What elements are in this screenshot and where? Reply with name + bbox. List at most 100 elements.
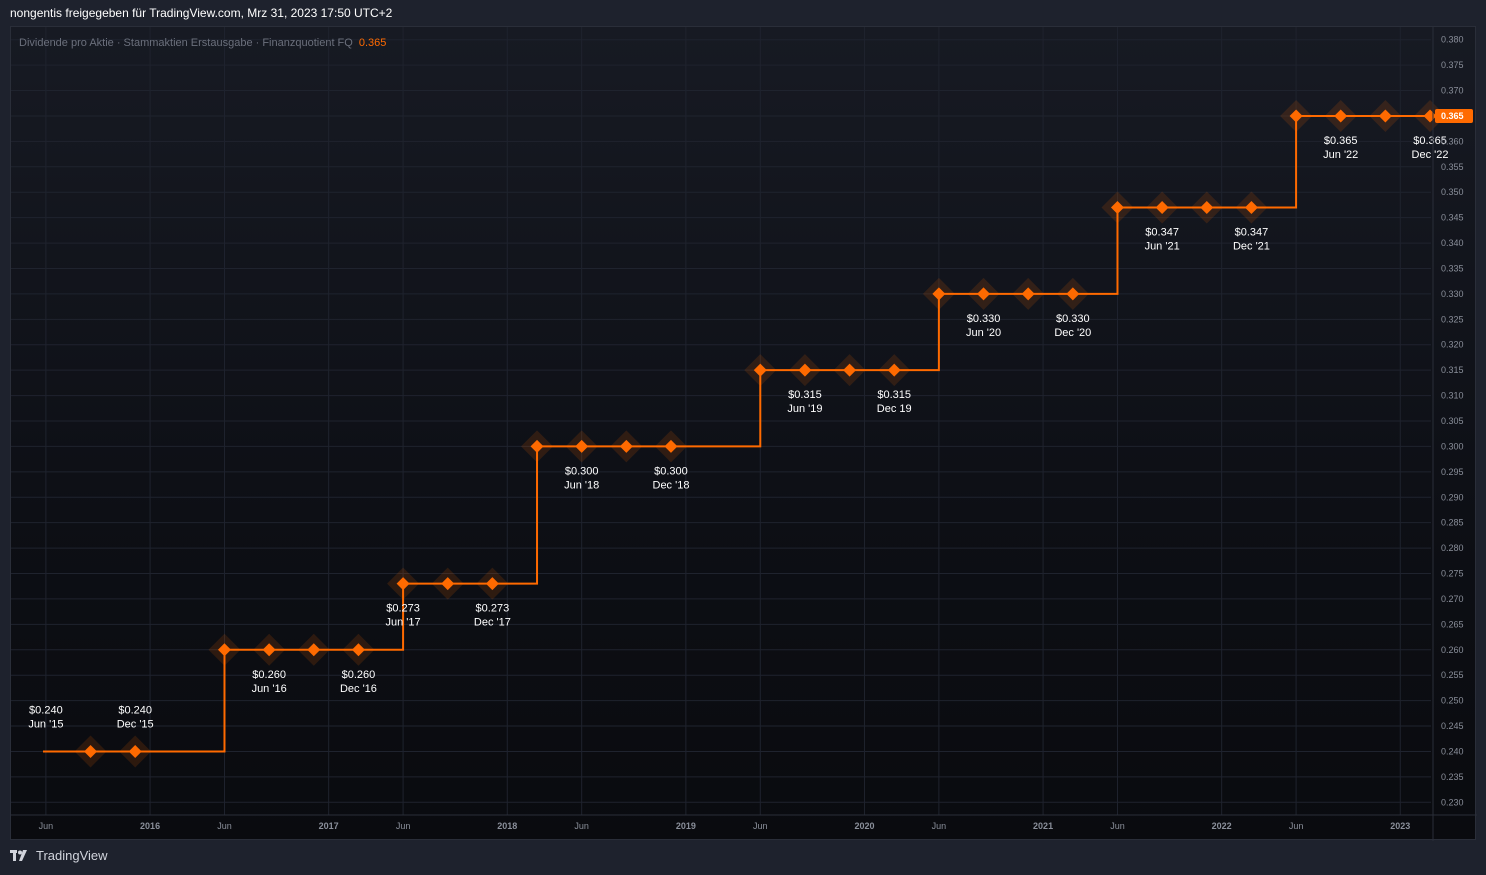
annotation-value: $0.300 [565,465,599,477]
annotation-date: Dec '20 [1054,327,1091,339]
data-point-marker [575,439,589,453]
axis-layer: 0.380 0.375 0.370 0.365 0.360 0.355 0.350 0.345… [11,27,1477,841]
data-point-marker [1200,200,1214,214]
data-point-marker [1244,200,1258,214]
x-tick-label: 2016 [140,821,160,831]
dividend-step-line [43,114,1431,753]
x-tick-label: Jun [217,821,232,831]
y-tick-label: 0.340 [1441,238,1464,248]
data-point-marker [1110,200,1124,214]
data-point-marker [619,439,633,453]
data-point-marker [307,643,321,657]
x-tick-label: 2017 [319,821,339,831]
data-point-marker [1378,109,1392,123]
data-point-marker [1066,287,1080,301]
y-tick-label: 0.295 [1441,467,1464,477]
data-point-marker [128,744,142,758]
data-point-marker [932,287,946,301]
data-point-marker [351,643,365,657]
y-tick-label: 0.285 [1441,518,1464,528]
last-value-badge [1435,108,1473,123]
annotation-value: $0.315 [788,389,822,401]
annotation-value: $0.260 [252,669,286,681]
data-point-marker [441,577,455,591]
y-tick-label: 0.280 [1441,543,1464,553]
tradingview-brand: TradingView [36,848,108,863]
annotation-date: Jun '20 [966,327,1001,339]
annotation-date: Jun '17 [386,617,421,629]
annotation-value: $0.260 [342,669,376,681]
x-tick-label: Jun [753,821,768,831]
last-value-badge-text: 0.365 [1441,111,1464,121]
share-header: nongentis freigegeben für TradingView.co… [10,6,393,20]
y-tick-label: 0.275 [1441,569,1464,579]
annotation-date: Dec '17 [474,617,511,629]
annotation-date: Jun '15 [28,718,63,730]
x-tick-label: 2021 [1033,821,1053,831]
annotation-value: $0.365 [1413,135,1447,147]
annotation-value: $0.315 [877,389,911,401]
x-tick-label: Jun [574,821,589,831]
data-point-marker [798,363,812,377]
data-point-marker [843,363,857,377]
annotation-value: $0.273 [386,603,420,615]
y-tick-label: 0.380 [1441,35,1464,45]
data-point-marker [1334,109,1348,123]
y-tick-label: 0.305 [1441,416,1464,426]
annotation-date: Jun '21 [1145,240,1180,252]
x-tick-label: Jun [1110,821,1125,831]
y-tick-label: 0.270 [1441,594,1464,604]
current-value: 0.365 [359,37,387,49]
x-tick-label: 2019 [676,821,696,831]
x-tick-label: Jun [1289,821,1304,831]
y-tick-label: 0.310 [1441,391,1464,401]
annotation-layer: $0.240 Jun '15 $0.240 Dec '15 $0.260 Jun '16 $… [28,135,1448,730]
annotation-value: $0.240 [29,704,63,716]
annotation-value: $0.347 [1145,226,1179,238]
y-tick-label: 0.250 [1441,696,1464,706]
x-tick-label: 2023 [1390,821,1410,831]
y-tick-label: 0.300 [1441,441,1464,451]
annotation-date: Dec '16 [340,683,377,695]
tradingview-logo-icon [10,849,30,862]
data-point-marker [485,577,499,591]
footer: TradingView [10,848,108,863]
x-tick-label: Jun [396,821,411,831]
data-point-marker [84,744,98,758]
annotation-date: Jun '18 [564,479,599,491]
y-tick-label: 0.230 [1441,797,1464,807]
data-point-marker [753,363,767,377]
y-tick-label: 0.325 [1441,314,1464,324]
data-point-marker [262,643,276,657]
y-tick-label: 0.330 [1441,289,1464,299]
y-tick-label: 0.290 [1441,492,1464,502]
grid-layer [11,27,1431,815]
x-tick-label: 2020 [854,821,874,831]
y-tick-label: 0.315 [1441,365,1464,375]
annotation-date: Dec '21 [1233,240,1270,252]
annotation-date: Dec 19 [877,403,912,415]
dividend-chart[interactable]: $0.240 Jun '15 $0.240 Dec '15 $0.260 Jun '16 $… [11,27,1477,841]
annotation-date: Dec '18 [653,479,690,491]
y-tick-label: 0.370 [1441,86,1464,96]
data-point-marker [1021,287,1035,301]
chart-title: Dividende pro Aktie · Stammaktien Erstau… [19,37,353,49]
annotation-value: $0.273 [476,603,510,615]
annotation-value: $0.365 [1324,135,1358,147]
x-tick-label: 2022 [1212,821,1232,831]
annotation-date: Jun '19 [787,403,822,415]
x-tick-label: Jun [39,821,54,831]
chart-panel[interactable]: $0.240 Jun '15 $0.240 Dec '15 $0.260 Jun '16 $… [10,26,1477,841]
series-line-layer [43,114,1431,753]
annotation-date: Dec '15 [117,718,154,730]
data-point-marker [1289,109,1303,123]
x-tick-label: Jun [932,821,947,831]
data-point-marker [1155,200,1169,214]
data-point-marker [217,643,231,657]
y-tick-label: 0.320 [1441,340,1464,350]
data-point-marker [396,577,410,591]
annotation-value: $0.330 [967,313,1001,325]
data-point-marker [530,439,544,453]
annotation-date: Dec '22 [1412,149,1449,161]
y-tick-label: 0.350 [1441,187,1464,197]
